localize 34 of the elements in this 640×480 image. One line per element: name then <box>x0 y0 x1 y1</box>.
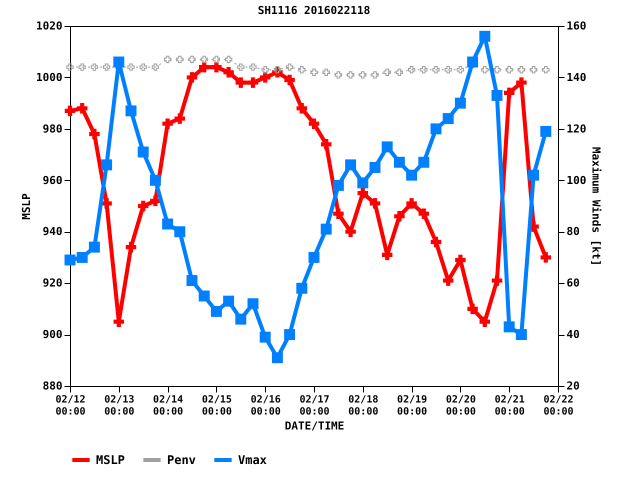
y-tick-label: 980 <box>42 122 62 136</box>
x-tick-label: 02/13 00:00 <box>104 394 134 418</box>
y2-tick-label: 160 <box>566 20 586 32</box>
y-tick-label: 940 <box>42 225 62 238</box>
y-tick-label: 900 <box>42 328 62 342</box>
y-tick-label: 1000 <box>36 70 62 84</box>
x-tick-label: 02/21 00:00 <box>494 394 525 418</box>
y2-tick-label: 60 <box>566 276 580 290</box>
y2-tick-label: 20 <box>566 380 580 392</box>
y2-tick-label: 80 <box>566 225 580 238</box>
y-tick-label: 1020 <box>36 20 62 32</box>
y-axis-title: MSLP <box>20 192 34 220</box>
x-tick-label: 02/19 00:00 <box>397 394 428 418</box>
y2-tick-label: 120 <box>566 122 586 136</box>
x-tick-label: 02/22 00:00 <box>543 394 574 418</box>
x-tick-label: 02/15 00:00 <box>202 394 232 418</box>
y2-axis-title: Maximum Winds [kt] <box>589 146 602 266</box>
legend-label: Vmax <box>238 453 267 467</box>
chart-title: SH1116 2016022118 <box>258 4 370 17</box>
x-tick-label: 02/12 00:00 <box>55 394 86 418</box>
y2-tick-label: 140 <box>566 70 586 84</box>
x-tick-label: 02/20 00:00 <box>446 394 476 418</box>
legend-label: MSLP <box>96 453 125 467</box>
x-tick-label: 02/18 00:00 <box>348 394 378 418</box>
y2-tick-label: 40 <box>566 328 580 342</box>
x-tick-label: 02/16 00:00 <box>250 394 281 418</box>
y-tick-label: 920 <box>42 276 62 290</box>
y-tick-label: 880 <box>42 380 62 392</box>
legend-label: Penv <box>167 453 196 467</box>
y-tick-label: 960 <box>42 174 62 187</box>
y2-tick-label: 100 <box>566 174 586 187</box>
x-tick-label: 02/17 00:00 <box>299 394 330 418</box>
x-tick-label: 02/14 00:00 <box>153 394 184 418</box>
x-axis-title: DATE/TIME <box>284 420 344 432</box>
